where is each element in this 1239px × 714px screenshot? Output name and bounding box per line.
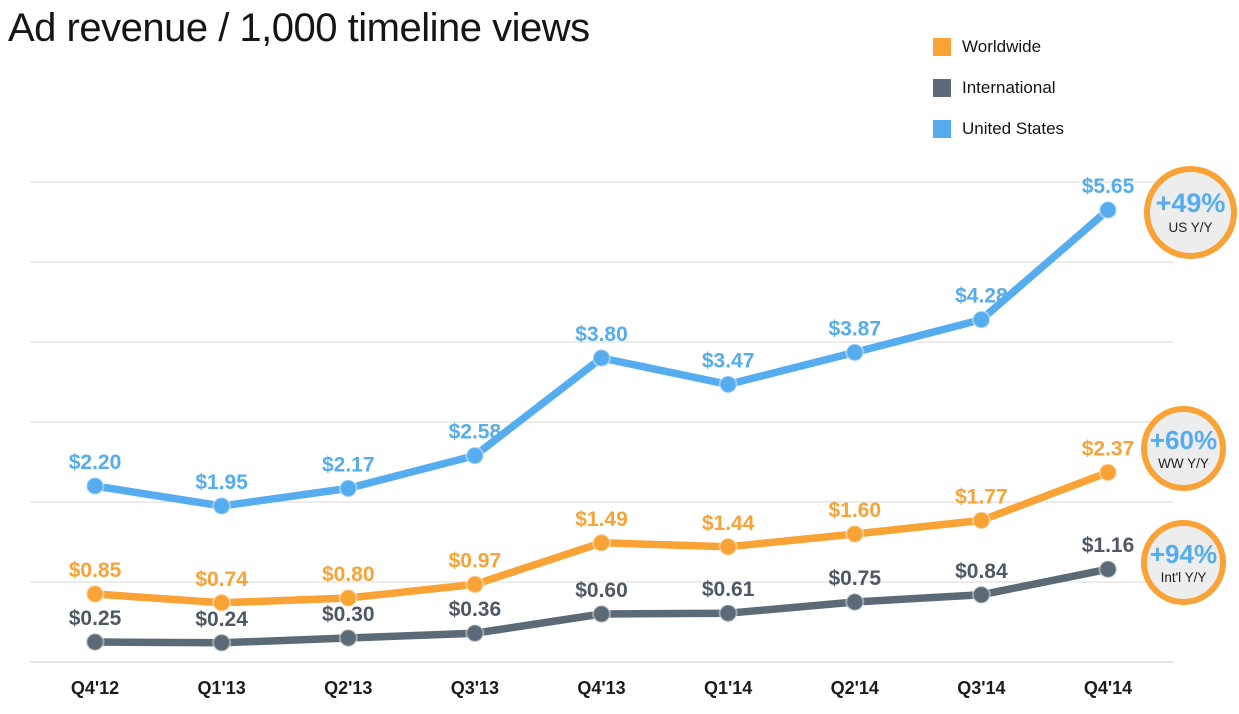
x-axis-label: Q2'14 bbox=[831, 678, 879, 698]
data-point-international bbox=[845, 592, 865, 612]
data-point-international bbox=[212, 633, 232, 653]
legend-item-united-states: United States bbox=[933, 108, 1064, 149]
badge-international-yoy-label: Int'l Y/Y bbox=[1160, 569, 1207, 585]
legend-item-international: International bbox=[933, 67, 1064, 108]
value-label-worldwide: $0.74 bbox=[195, 568, 248, 591]
data-point-united-states bbox=[592, 348, 611, 368]
data-point-international bbox=[465, 623, 485, 643]
badge-worldwide-yoy-label: WW Y/Y bbox=[1158, 455, 1209, 471]
badge-us-yoy-percent: +49% bbox=[1155, 188, 1226, 218]
badge-us-yoy: +49% US Y/Y bbox=[1144, 166, 1237, 259]
data-point-worldwide bbox=[1098, 462, 1118, 482]
data-point-worldwide bbox=[718, 537, 738, 557]
legend-item-worldwide: Worldwide bbox=[933, 26, 1064, 67]
value-label-united-states: $3.87 bbox=[828, 317, 881, 340]
badge-worldwide-yoy: +60% WW Y/Y bbox=[1141, 406, 1226, 491]
legend-label-worldwide: Worldwide bbox=[962, 36, 1042, 56]
data-point-united-states bbox=[212, 496, 232, 516]
badge-international-yoy: +94% Int'l Y/Y bbox=[1141, 520, 1226, 605]
data-point-international bbox=[338, 628, 358, 648]
data-point-worldwide bbox=[338, 588, 358, 608]
x-axis-label: Q4'12 bbox=[71, 678, 119, 698]
x-axis-label: Q2'13 bbox=[324, 678, 372, 698]
data-point-worldwide bbox=[971, 510, 991, 530]
legend-swatch-united-states-icon bbox=[933, 119, 951, 138]
data-point-international bbox=[85, 632, 105, 652]
value-label-international: $0.24 bbox=[195, 608, 248, 631]
value-label-worldwide: $0.80 bbox=[322, 563, 375, 586]
value-label-international: $0.75 bbox=[828, 567, 881, 590]
data-point-united-states bbox=[971, 310, 991, 330]
legend-swatch-international-icon bbox=[933, 78, 951, 97]
legend: Worldwide International United States bbox=[933, 26, 1064, 149]
value-label-worldwide: $1.77 bbox=[955, 485, 1008, 508]
value-label-international: $0.25 bbox=[69, 607, 122, 630]
legend-label-united-states: United States bbox=[962, 118, 1065, 138]
value-label-worldwide: $0.97 bbox=[449, 549, 502, 572]
data-point-united-states bbox=[845, 342, 865, 362]
value-label-worldwide: $0.85 bbox=[69, 559, 122, 582]
x-axis-label: Q1'13 bbox=[197, 678, 245, 698]
badge-us-yoy-label: US Y/Y bbox=[1168, 220, 1213, 235]
value-label-united-states: $5.65 bbox=[1082, 175, 1135, 198]
data-point-united-states bbox=[718, 374, 738, 394]
value-label-worldwide: $1.49 bbox=[575, 508, 628, 531]
value-label-united-states: $2.58 bbox=[449, 421, 502, 444]
value-label-united-states: $1.95 bbox=[195, 471, 248, 494]
legend-swatch-worldwide-icon bbox=[933, 37, 951, 56]
x-axis-label: Q1'14 bbox=[704, 678, 752, 698]
data-point-international bbox=[718, 603, 738, 623]
value-label-united-states: $2.20 bbox=[69, 451, 122, 474]
value-label-united-states: $2.17 bbox=[322, 453, 375, 476]
data-point-worldwide bbox=[592, 533, 611, 553]
value-label-international: $0.36 bbox=[449, 598, 502, 621]
chart-title: Ad revenue / 1,000 timeline views bbox=[8, 6, 590, 50]
data-point-worldwide bbox=[465, 574, 485, 594]
value-label-worldwide: $1.60 bbox=[828, 499, 881, 522]
value-label-international: $0.84 bbox=[955, 560, 1008, 583]
value-label-united-states: $3.47 bbox=[702, 349, 755, 372]
data-point-united-states bbox=[85, 476, 105, 496]
data-point-united-states bbox=[1098, 200, 1118, 220]
x-axis-label: Q3'14 bbox=[957, 678, 1005, 698]
data-point-international bbox=[1098, 559, 1118, 579]
value-label-international: $0.60 bbox=[575, 579, 628, 602]
value-label-united-states: $3.80 bbox=[575, 323, 628, 346]
data-point-united-states bbox=[465, 446, 485, 466]
data-point-international bbox=[971, 585, 991, 605]
data-point-worldwide bbox=[212, 593, 232, 613]
x-axis-label: Q4'14 bbox=[1084, 678, 1132, 698]
badge-worldwide-yoy-percent: +60% bbox=[1149, 424, 1218, 455]
x-axis-label: Q4'13 bbox=[577, 678, 625, 698]
data-point-international bbox=[592, 604, 611, 624]
value-label-worldwide: $2.37 bbox=[1082, 437, 1135, 460]
value-label-international: $0.61 bbox=[702, 578, 755, 601]
x-axis-label: Q3'13 bbox=[451, 678, 499, 698]
value-label-united-states: $4.28 bbox=[955, 285, 1008, 308]
data-point-worldwide bbox=[845, 524, 865, 544]
data-point-worldwide bbox=[85, 584, 105, 604]
badge-international-yoy-percent: +94% bbox=[1149, 538, 1218, 569]
value-label-international: $1.16 bbox=[1082, 534, 1135, 557]
legend-label-international: International bbox=[962, 77, 1056, 97]
value-label-worldwide: $1.44 bbox=[702, 512, 755, 535]
data-point-united-states bbox=[338, 478, 358, 498]
value-label-international: $0.30 bbox=[322, 603, 375, 626]
